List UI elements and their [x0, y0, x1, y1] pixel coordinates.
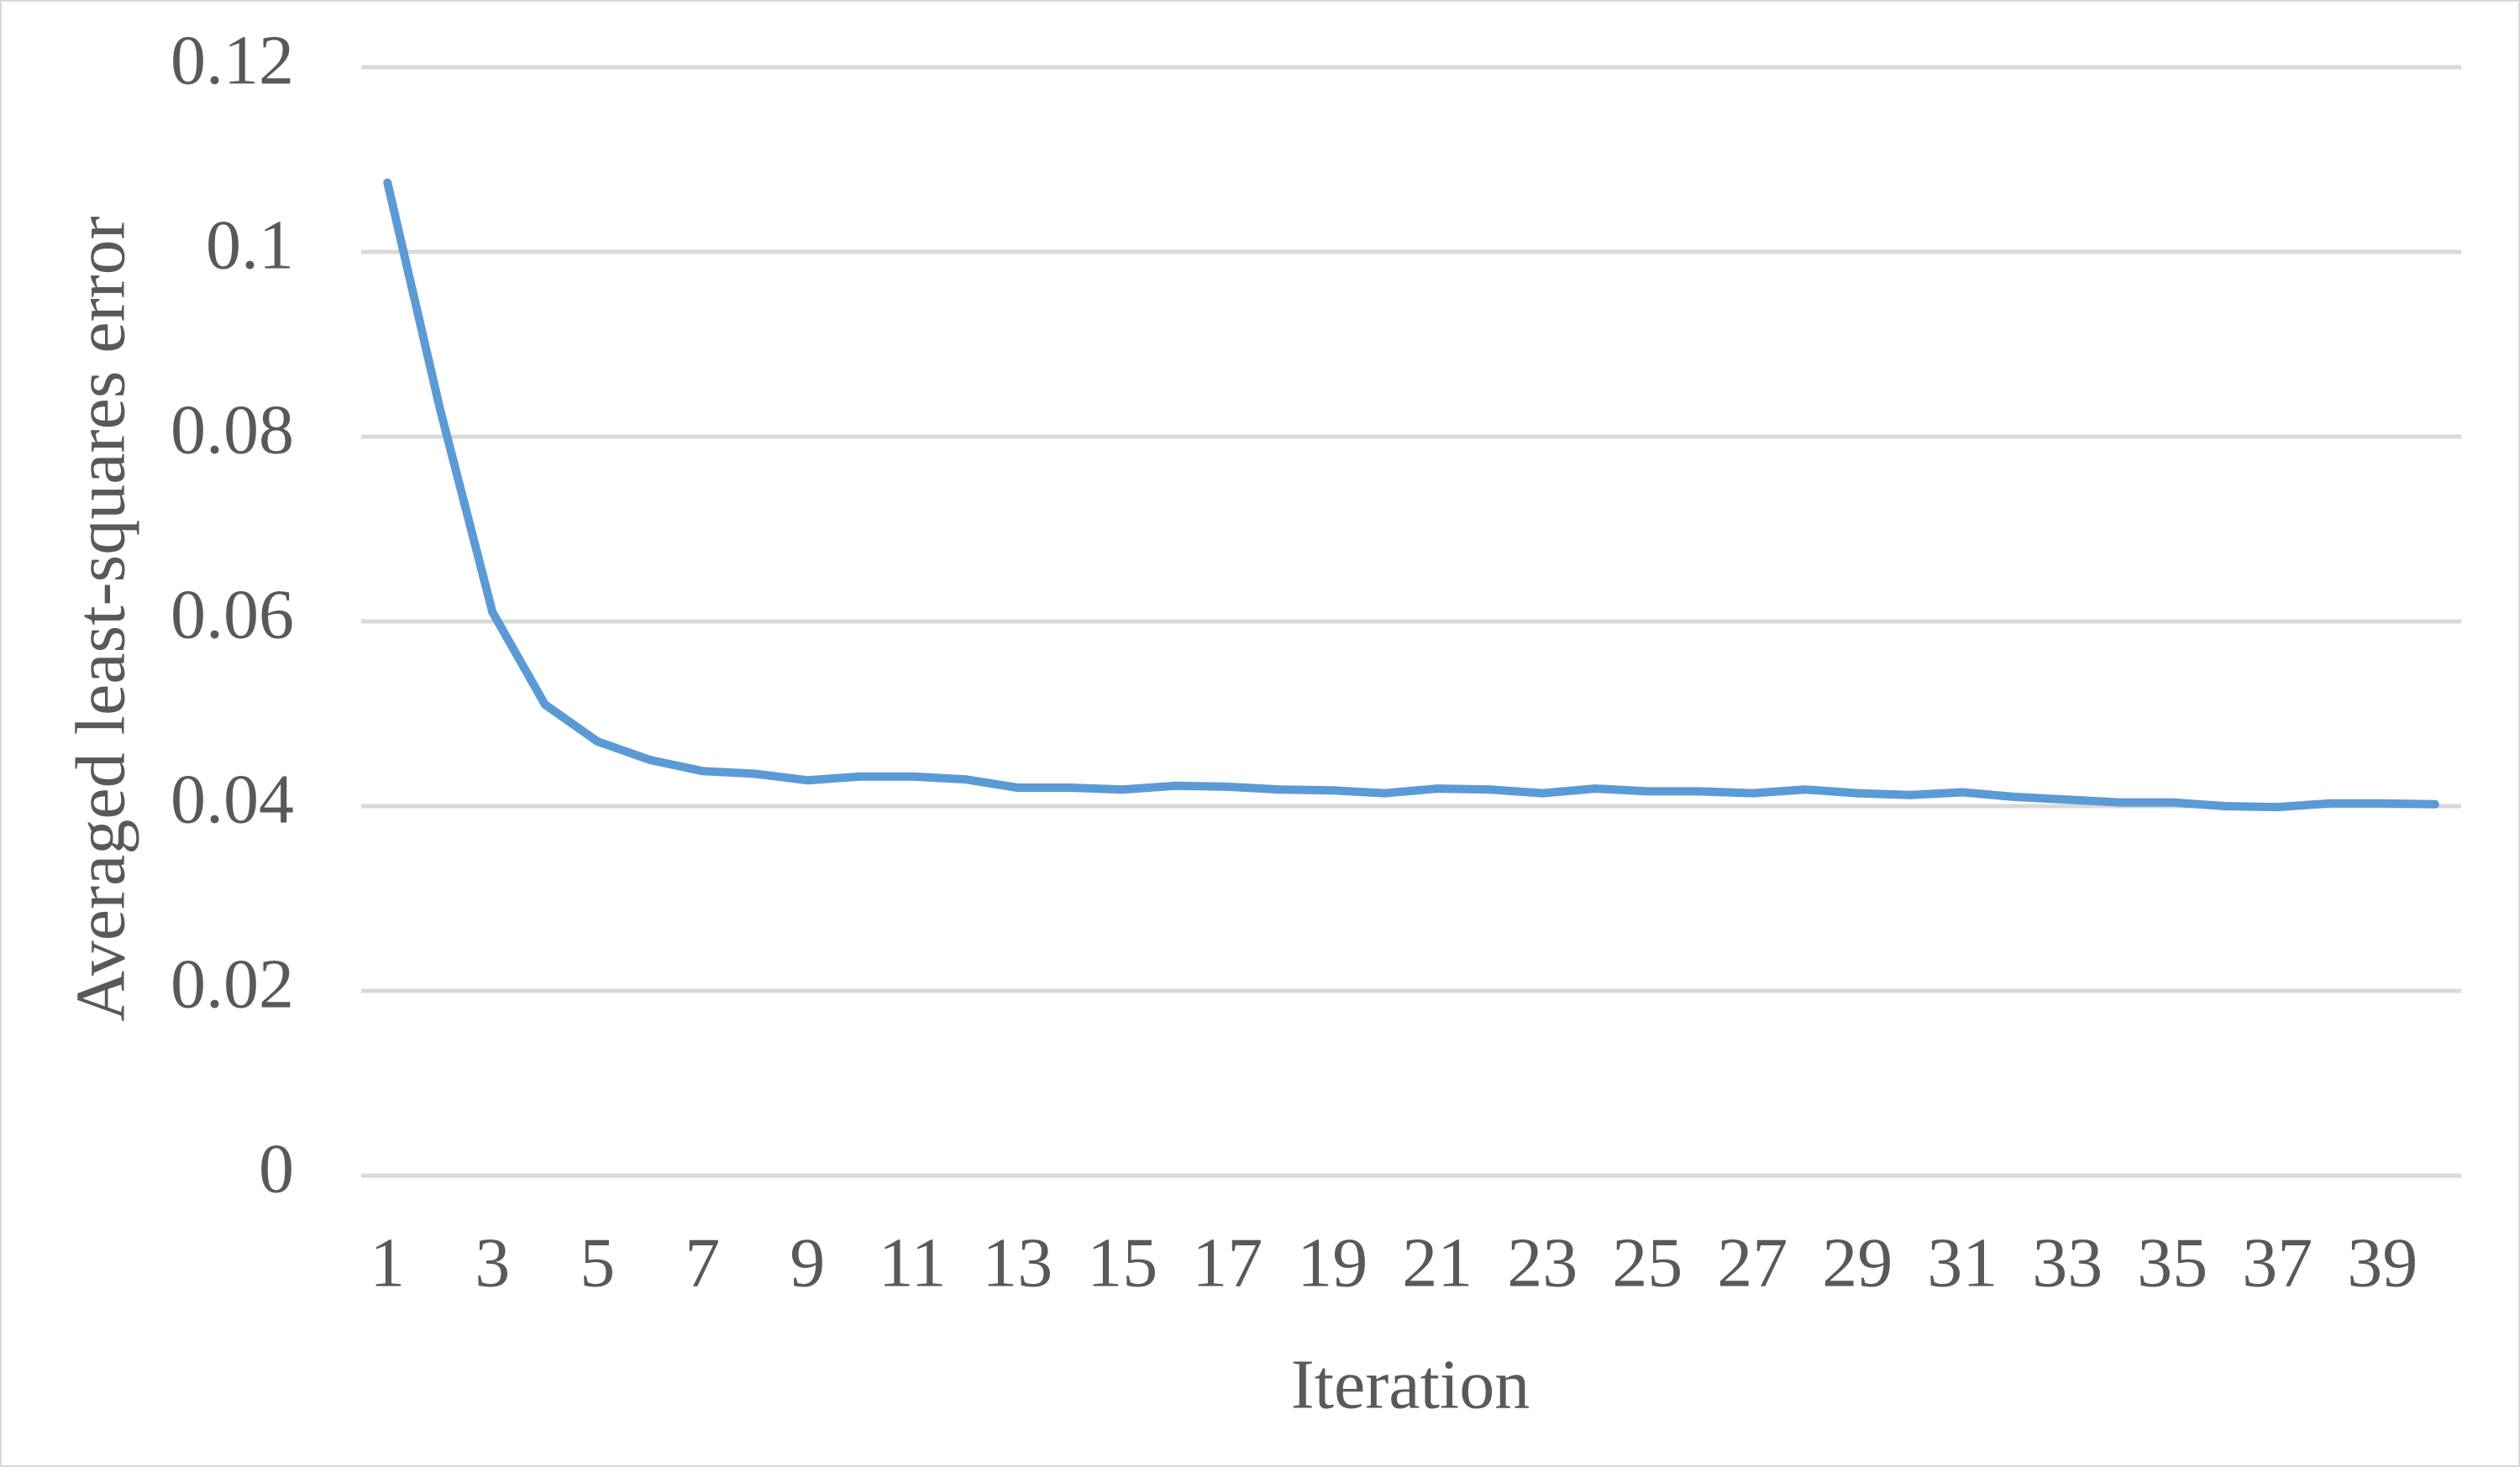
data-point — [2220, 802, 2229, 810]
data-point — [593, 737, 602, 746]
data-point — [1065, 783, 1074, 792]
data-point — [2168, 798, 2177, 807]
data-point — [908, 772, 917, 781]
data-point — [488, 608, 497, 616]
data-point — [1748, 789, 1757, 798]
data-point — [1013, 783, 1022, 792]
data-point — [1380, 789, 1389, 798]
data-point — [1590, 784, 1599, 794]
data-point — [2063, 795, 2072, 804]
data-point — [1800, 785, 1809, 794]
data-point — [960, 775, 969, 784]
data-point — [1853, 789, 1862, 798]
y-axis-tick-labels: 0 0.02 0.04 0.06 0.08 0.1 0.12 — [171, 21, 294, 1208]
data-point — [1118, 785, 1127, 794]
data-point — [2325, 799, 2334, 808]
x-tick-label: 37 — [2242, 1223, 2313, 1302]
x-axis-tick-labels: 1 3 5 7 9 11 13 15 17 19 21 23 25 27 29 31 33 35 37 39 — [370, 1223, 2418, 1302]
y-tick-label: 0.06 — [171, 575, 294, 653]
data-point — [645, 756, 654, 764]
y-tick-label: 0.1 — [206, 206, 294, 284]
data-point — [1433, 784, 1442, 794]
x-tick-label: 25 — [1612, 1223, 1683, 1302]
data-point — [1643, 787, 1652, 796]
x-tick-label: 19 — [1297, 1223, 1368, 1302]
x-tick-label: 13 — [982, 1223, 1053, 1302]
y-tick-label: 0.08 — [171, 390, 294, 469]
x-tick-label: 27 — [1717, 1223, 1788, 1302]
x-tick-label: 31 — [1927, 1223, 1998, 1302]
x-tick-label: 15 — [1087, 1223, 1158, 1302]
x-tick-label: 23 — [1507, 1223, 1578, 1302]
data-point — [1538, 789, 1547, 798]
x-tick-label: 9 — [790, 1223, 825, 1302]
data-point — [540, 700, 549, 709]
y-tick-label: 0.04 — [171, 760, 294, 838]
x-tick-label: 5 — [580, 1223, 615, 1302]
data-point — [698, 767, 707, 776]
x-tick-label: 11 — [879, 1223, 947, 1302]
data-point — [1170, 781, 1179, 790]
x-axis-title: Iteration — [1291, 1345, 1530, 1423]
x-tick-label: 33 — [2032, 1223, 2103, 1302]
data-point — [1223, 782, 1232, 791]
data-point — [750, 769, 759, 778]
x-tick-label: 3 — [475, 1223, 510, 1302]
data-point — [1695, 787, 1704, 796]
y-tick-label: 0.02 — [171, 945, 294, 1023]
data-point — [1275, 785, 1284, 794]
data-point — [855, 772, 864, 781]
x-tick-label: 1 — [370, 1223, 405, 1302]
gridlines — [361, 65, 2461, 1178]
x-tick-label: 7 — [685, 1223, 720, 1302]
data-point — [1328, 786, 1337, 795]
data-point — [2430, 799, 2439, 809]
x-tick-label: 21 — [1402, 1223, 1473, 1302]
data-point — [435, 405, 444, 413]
data-point — [2115, 798, 2124, 807]
data-point — [2010, 793, 2019, 801]
data-point — [383, 178, 392, 187]
data-point — [2273, 803, 2282, 812]
y-tick-label: 0 — [259, 1129, 294, 1208]
x-tick-label: 17 — [1192, 1223, 1263, 1302]
y-axis-title: Averaged least-squares error — [61, 216, 139, 1021]
y-tick-label: 0.12 — [171, 21, 294, 99]
data-point — [803, 776, 812, 785]
x-tick-label: 29 — [1822, 1223, 1893, 1302]
data-point — [1905, 790, 1914, 799]
data-point — [1958, 788, 1967, 797]
series-line-0 — [383, 178, 2439, 812]
data-point — [1485, 785, 1494, 794]
x-tick-label: 35 — [2137, 1223, 2208, 1302]
x-tick-label: 39 — [2347, 1223, 2418, 1302]
data-point — [2378, 799, 2387, 808]
series-layer — [383, 178, 2439, 812]
